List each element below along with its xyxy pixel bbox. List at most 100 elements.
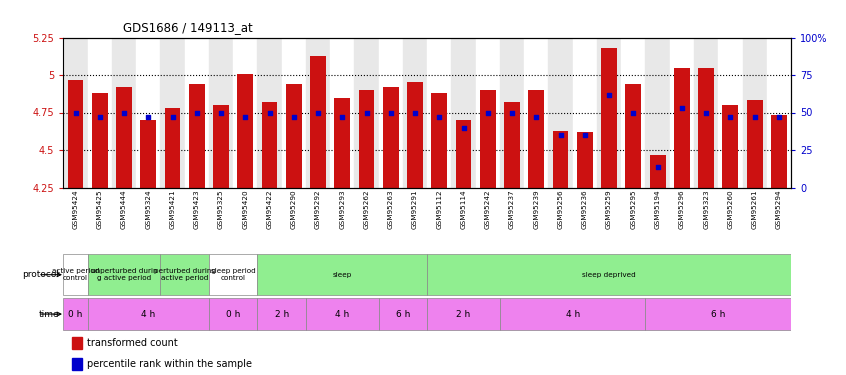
Point (166, 114, 179, 120)
Bar (525, 38, 548, 188)
Bar (209, 298, 257, 330)
Bar (88, 298, 209, 330)
Point (287, 114, 300, 120)
Bar (359, 90, 375, 188)
Point (432, 114, 446, 120)
Bar (136, 38, 161, 188)
Bar (427, 38, 452, 188)
Bar (456, 120, 471, 188)
Bar (452, 38, 475, 188)
Text: sleep period
control: sleep period control (211, 268, 255, 281)
Bar (72, 358, 82, 370)
Point (118, 110, 131, 116)
Point (336, 114, 349, 120)
Point (384, 110, 398, 116)
Text: 0 h: 0 h (69, 309, 83, 318)
Point (190, 110, 204, 116)
Text: active period
control: active period control (52, 268, 99, 281)
Bar (72, 337, 82, 349)
Text: 4 h: 4 h (141, 309, 156, 318)
Bar (257, 38, 282, 188)
Bar (645, 298, 791, 330)
Point (530, 114, 543, 120)
Text: perturbed during
active period: perturbed during active period (154, 268, 216, 281)
Bar (209, 38, 233, 188)
Bar (747, 100, 762, 188)
Text: 2 h: 2 h (457, 309, 470, 318)
Bar (209, 254, 257, 296)
Point (481, 110, 495, 116)
Bar (379, 298, 427, 330)
Bar (743, 38, 766, 188)
Bar (383, 87, 398, 188)
Bar (286, 84, 302, 188)
Point (554, 132, 568, 138)
Bar (431, 93, 448, 188)
Bar (694, 38, 718, 188)
Bar (63, 254, 88, 296)
Text: sleep deprived: sleep deprived (582, 272, 636, 278)
Bar (63, 38, 88, 188)
Text: percentile rank within the sample: percentile rank within the sample (87, 359, 252, 369)
Bar (650, 154, 666, 188)
Bar (306, 298, 379, 330)
Point (311, 110, 325, 116)
Point (214, 110, 228, 116)
Text: GDS1686 / 149113_at: GDS1686 / 149113_at (123, 21, 252, 34)
Text: 6 h: 6 h (396, 309, 410, 318)
Text: 6 h: 6 h (711, 309, 725, 318)
Point (93, 114, 107, 120)
Text: transformed count: transformed count (87, 338, 178, 348)
Point (675, 105, 689, 111)
Bar (334, 98, 350, 188)
Bar (330, 38, 354, 188)
Text: 4 h: 4 h (566, 309, 580, 318)
Point (69, 110, 82, 116)
Bar (184, 38, 209, 188)
Bar (92, 93, 107, 188)
Bar (310, 56, 326, 188)
Bar (257, 254, 427, 296)
Bar (718, 38, 743, 188)
Bar (480, 90, 496, 188)
Bar (500, 298, 645, 330)
Bar (548, 38, 573, 188)
Bar (597, 38, 621, 188)
Bar (552, 130, 569, 188)
Bar (645, 38, 670, 188)
Text: time: time (39, 309, 59, 318)
Bar (427, 254, 791, 296)
Bar (621, 38, 645, 188)
Point (772, 114, 786, 120)
Point (651, 164, 664, 170)
Bar (88, 38, 112, 188)
Text: protocol: protocol (22, 270, 59, 279)
Bar (63, 298, 88, 330)
Bar (475, 38, 500, 188)
Point (457, 124, 470, 130)
Point (263, 110, 277, 116)
Bar (529, 90, 544, 188)
Bar (116, 87, 132, 188)
Point (627, 110, 640, 116)
Bar (674, 68, 689, 188)
Bar (722, 105, 739, 188)
Bar (189, 84, 205, 188)
Bar (213, 105, 229, 188)
Text: sleep: sleep (332, 272, 352, 278)
Point (578, 132, 591, 138)
Bar (282, 38, 306, 188)
Bar (504, 102, 520, 188)
Point (748, 114, 761, 120)
Point (700, 110, 713, 116)
Text: 2 h: 2 h (275, 309, 288, 318)
Bar (625, 84, 641, 188)
Bar (140, 120, 157, 188)
Text: 4 h: 4 h (335, 309, 349, 318)
Bar (112, 38, 136, 188)
Point (360, 110, 373, 116)
Point (602, 92, 616, 98)
Bar (165, 108, 180, 188)
Point (723, 114, 737, 120)
Bar (698, 68, 714, 188)
